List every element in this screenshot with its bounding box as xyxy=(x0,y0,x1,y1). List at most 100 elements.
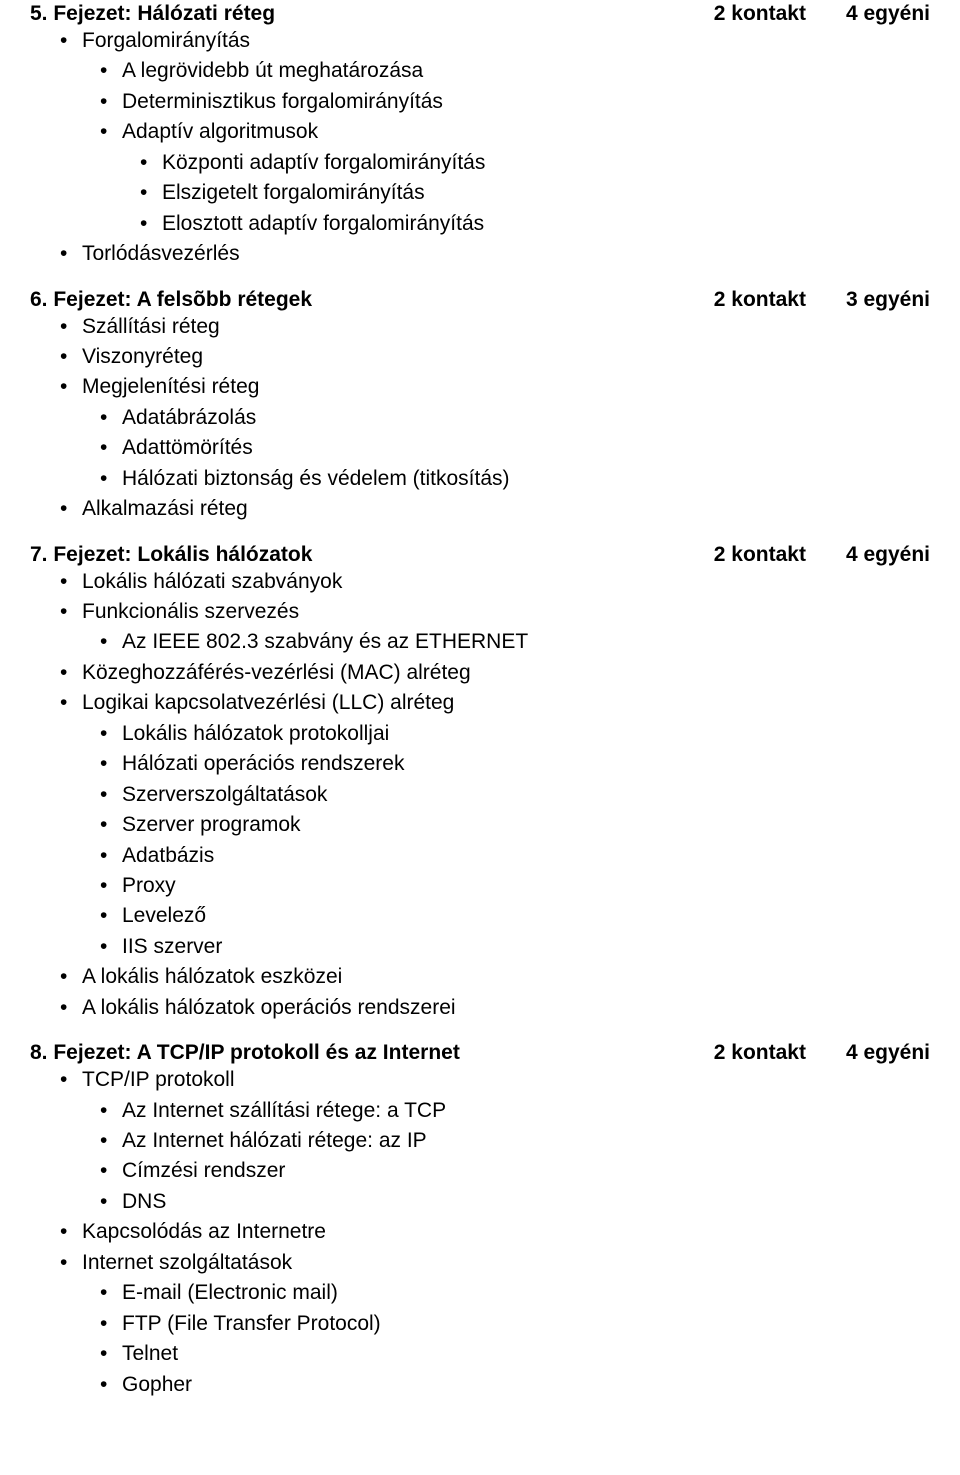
bullet-text: Forgalomirányítás xyxy=(82,29,250,52)
bullet-item: Lokális hálózati szabványok xyxy=(82,567,930,597)
egyeni-value: 4 egyéni xyxy=(846,543,930,567)
bullet-text: Funkcionális szervezés xyxy=(82,600,299,623)
bullet-item: A lokális hálózatok operációs rendszerei xyxy=(82,993,930,1023)
bullet-text: TCP/IP protokoll xyxy=(82,1068,235,1091)
bullet-text: FTP (File Transfer Protocol) xyxy=(122,1312,381,1335)
bullet-item: E-mail (Electronic mail) xyxy=(122,1278,930,1308)
bullet-text: Logikai kapcsolatvezérlési (LLC) alréteg xyxy=(82,691,454,714)
bullet-item: Központi adaptív forgalomirányítás xyxy=(162,148,930,178)
kontakt-value: 2 kontakt xyxy=(714,1041,806,1065)
chapter-title: 7. Fejezet: Lokális hálózatok xyxy=(30,543,714,567)
bullet-text: Az Internet szállítási rétege: a TCP xyxy=(122,1099,446,1122)
bullet-item: Az IEEE 802.3 szabvány és az ETHERNET xyxy=(122,627,930,657)
chapter-header: 6. Fejezet: A felsõbb rétegek2 kontakt 3 … xyxy=(30,288,930,312)
kontakt-value: 2 kontakt xyxy=(714,2,806,26)
bullet-text: Központi adaptív forgalomirányítás xyxy=(162,151,485,174)
chapter-title: 8. Fejezet: A TCP/IP protokoll és az Int… xyxy=(30,1041,714,1065)
bullet-item: Proxy xyxy=(122,871,930,901)
bullet-item: Viszonyréteg xyxy=(82,342,930,372)
kontakt-value: 2 kontakt xyxy=(714,543,806,567)
chapter-meta: 2 kontakt 3 egyéni xyxy=(714,288,930,312)
bullet-list-level-2: Lokális hálózatok protokolljai Hálózati o… xyxy=(82,719,930,963)
bullet-text: Hálózati operációs rendszerek xyxy=(122,752,404,775)
bullet-text: Szerverszolgáltatások xyxy=(122,783,327,806)
bullet-item: Adaptív algoritmusok Központi adaptív for… xyxy=(122,117,930,239)
bullet-item: A legrövidebb út meghatározása xyxy=(122,56,930,86)
chapter-header: 7. Fejezet: Lokális hálózatok2 kontakt 4 … xyxy=(30,543,930,567)
bullet-text: Szerver programok xyxy=(122,813,301,836)
bullet-item: Telnet xyxy=(122,1339,930,1369)
bullet-text: Címzési rendszer xyxy=(122,1159,285,1182)
bullet-text: Internet szolgáltatások xyxy=(82,1251,292,1274)
bullet-item: Torlódásvezérlés xyxy=(82,239,930,269)
bullet-text: Hálózati biztonság és védelem (titkosítá… xyxy=(122,467,510,490)
bullet-item: Elosztott adaptív forgalomirányítás xyxy=(162,209,930,239)
bullet-item: Logikai kapcsolatvezérlési (LLC) alréteg… xyxy=(82,688,930,962)
document-content: 5. Fejezet: Hálózati réteg2 kontakt4 egy… xyxy=(30,2,930,1400)
bullet-item: Kapcsolódás az Internetre xyxy=(82,1217,930,1247)
bullet-text: E-mail (Electronic mail) xyxy=(122,1281,338,1304)
chapter-title: 6. Fejezet: A felsõbb rétegek xyxy=(30,288,714,312)
egyeni-value: 3 egyéni xyxy=(846,288,930,312)
bullet-text: Lokális hálózatok protokolljai xyxy=(122,722,389,745)
bullet-item: Internet szolgáltatások E-mail (Electroni… xyxy=(82,1248,930,1400)
bullet-list-level-1: Forgalomirányítás A legrövidebb út meghat… xyxy=(30,26,930,270)
chapter-meta: 2 kontakt 4 egyéni xyxy=(714,2,930,26)
bullet-item: Szállítási réteg xyxy=(82,312,930,342)
bullet-item: A lokális hálózatok eszközei xyxy=(82,962,930,992)
bullet-item: Determinisztikus forgalomirányítás xyxy=(122,87,930,117)
bullet-text: Adatábrázolás xyxy=(122,406,256,429)
bullet-text: Az Internet hálózati rétege: az IP xyxy=(122,1129,427,1152)
bullet-text: A legrövidebb út meghatározása xyxy=(122,59,423,82)
bullet-text: Közeghozzáférés-vezérlési (MAC) alréteg xyxy=(82,661,471,684)
chapter-section: 5. Fejezet: Hálózati réteg2 kontakt 4 egy… xyxy=(30,2,930,270)
kontakt-value: 2 kontakt xyxy=(714,288,806,312)
bullet-item: Elszigetelt forgalomirányítás xyxy=(162,178,930,208)
bullet-text: Determinisztikus forgalomirányítás xyxy=(122,90,443,113)
bullet-list-level-1: Szállítási réteg Viszonyréteg Megjelenítés… xyxy=(30,312,930,525)
bullet-item: DNS xyxy=(122,1187,930,1217)
bullet-item: Funkcionális szervezés Az IEEE 802.3 szab… xyxy=(82,597,930,658)
bullet-list-level-1: Lokális hálózati szabványok Funkcionális … xyxy=(30,567,930,1024)
chapter-title: 5. Fejezet: Hálózati réteg xyxy=(30,2,714,26)
bullet-list-level-1: TCP/IP protokoll Az Internet szállítási r… xyxy=(30,1065,930,1400)
chapter-section: 8. Fejezet: A TCP/IP protokoll és az Int… xyxy=(30,1041,930,1400)
bullet-item: Levelező xyxy=(122,901,930,931)
bullet-list-level-2: Az IEEE 802.3 szabvány és az ETHERNET xyxy=(82,627,930,657)
bullet-text: Gopher xyxy=(122,1373,192,1396)
bullet-item: Adatábrázolás xyxy=(122,403,930,433)
bullet-text: Viszonyréteg xyxy=(82,345,203,368)
bullet-item: Adatbázis xyxy=(122,841,930,871)
bullet-list-level-2: A legrövidebb út meghatározása Determinis… xyxy=(82,56,930,239)
bullet-text: Szállítási réteg xyxy=(82,315,220,338)
bullet-list-level-3: Központi adaptív forgalomirányítás Elszig… xyxy=(122,148,930,239)
bullet-text: Adatbázis xyxy=(122,844,214,867)
bullet-text: Az IEEE 802.3 szabvány és az ETHERNET xyxy=(122,630,528,653)
bullet-text: Torlódásvezérlés xyxy=(82,242,240,265)
bullet-list-level-2: E-mail (Electronic mail) FTP (File Transf… xyxy=(82,1278,930,1400)
egyeni-value: 4 egyéni xyxy=(846,2,930,26)
bullet-item: Gopher xyxy=(122,1370,930,1400)
bullet-text: Telnet xyxy=(122,1342,178,1365)
bullet-item: TCP/IP protokoll Az Internet szállítási r… xyxy=(82,1065,930,1217)
bullet-item: Adattömörítés xyxy=(122,433,930,463)
bullet-text: A lokális hálózatok eszközei xyxy=(82,965,342,988)
bullet-text: Levelező xyxy=(122,904,206,927)
bullet-text: Lokális hálózati szabványok xyxy=(82,570,342,593)
bullet-text: DNS xyxy=(122,1190,166,1213)
bullet-text: A lokális hálózatok operációs rendszerei xyxy=(82,996,456,1019)
chapter-header: 8. Fejezet: A TCP/IP protokoll és az Int… xyxy=(30,1041,930,1065)
bullet-text: Adaptív algoritmusok xyxy=(122,120,318,143)
bullet-item: FTP (File Transfer Protocol) xyxy=(122,1309,930,1339)
bullet-item: Hálózati biztonság és védelem (titkosítá… xyxy=(122,464,930,494)
chapter-header: 5. Fejezet: Hálózati réteg2 kontakt 4 egy… xyxy=(30,2,930,26)
chapter-section: 6. Fejezet: A felsõbb rétegek2 kontakt 3 … xyxy=(30,288,930,525)
bullet-text: Proxy xyxy=(122,874,176,897)
bullet-item: Közeghozzáférés-vezérlési (MAC) alréteg xyxy=(82,658,930,688)
bullet-text: Elszigetelt forgalomirányítás xyxy=(162,181,425,204)
bullet-item: Megjelenítési rétegAdatábrázolásAdattömö… xyxy=(82,372,930,494)
bullet-text: Elosztott adaptív forgalomirányítás xyxy=(162,212,484,235)
bullet-text: Adattömörítés xyxy=(122,436,253,459)
bullet-text: Alkalmazási réteg xyxy=(82,497,248,520)
bullet-item: Lokális hálózatok protokolljai xyxy=(122,719,930,749)
